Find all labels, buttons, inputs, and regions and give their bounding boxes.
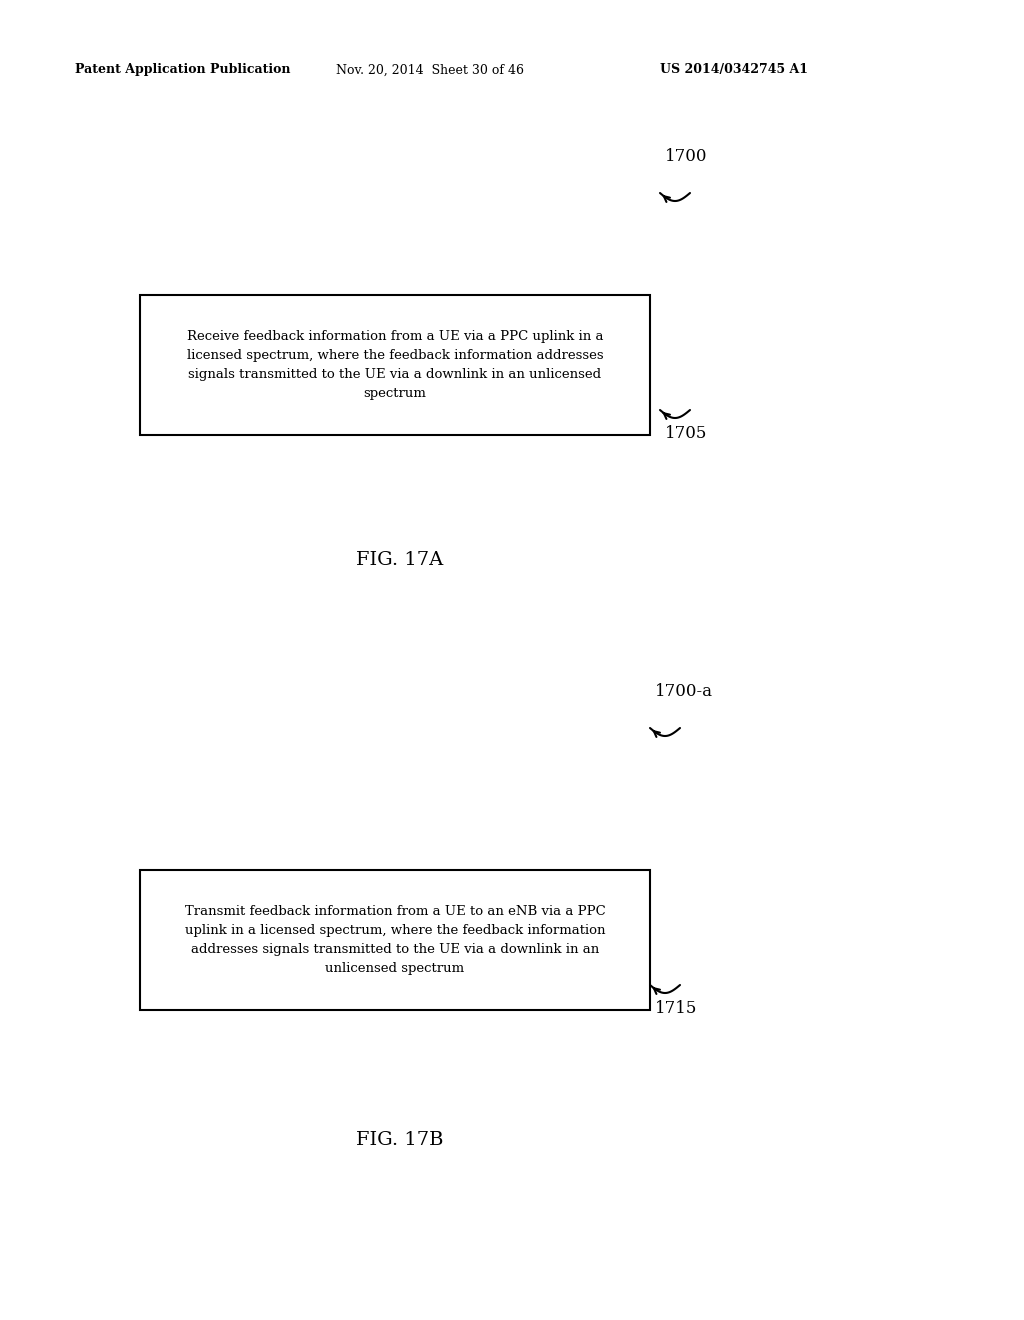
- Text: US 2014/0342745 A1: US 2014/0342745 A1: [660, 63, 808, 77]
- Text: FIG. 17B: FIG. 17B: [356, 1131, 443, 1148]
- Text: Nov. 20, 2014  Sheet 30 of 46: Nov. 20, 2014 Sheet 30 of 46: [336, 63, 524, 77]
- Text: 1715: 1715: [655, 1001, 697, 1016]
- Text: 1700-a: 1700-a: [655, 682, 713, 700]
- Text: Patent Application Publication: Patent Application Publication: [75, 63, 291, 77]
- Text: Receive feedback information from a UE via a PPC uplink in a
licensed spectrum, : Receive feedback information from a UE v…: [186, 330, 603, 400]
- Text: 1700: 1700: [665, 148, 708, 165]
- Text: FIG. 17A: FIG. 17A: [356, 550, 443, 569]
- Bar: [140, 294, 650, 436]
- Text: Transmit feedback information from a UE to an eNB via a PPC
uplink in a licensed: Transmit feedback information from a UE …: [184, 906, 605, 975]
- Bar: [140, 870, 650, 1010]
- Text: 1705: 1705: [665, 425, 708, 442]
